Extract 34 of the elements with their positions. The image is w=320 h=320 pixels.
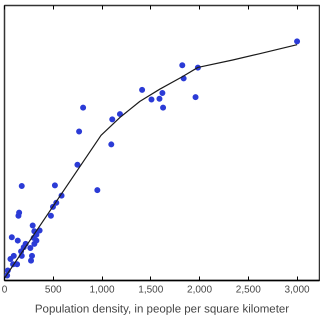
point [179, 62, 186, 68]
point [8, 234, 15, 240]
point [94, 187, 100, 194]
point [159, 90, 166, 96]
point [109, 116, 116, 122]
point [294, 38, 300, 44]
x-tick-label: 0 [2, 284, 8, 296]
point [27, 244, 34, 251]
point [28, 258, 34, 264]
point [31, 240, 38, 247]
x-tick-label: 500 [44, 284, 62, 296]
point [80, 104, 86, 111]
point [139, 86, 146, 93]
point [48, 212, 54, 219]
point [160, 104, 166, 111]
point [18, 183, 25, 190]
x-tick-label: 3,000 [284, 284, 310, 296]
point [14, 238, 21, 244]
x-tick-label: 2,000 [187, 284, 212, 296]
point [52, 182, 58, 188]
x-tick-label: 2,500 [236, 284, 262, 296]
point [74, 162, 80, 168]
x-axis-title: Population density, in people per square kilometer [34, 304, 290, 316]
point [192, 94, 199, 100]
point [116, 111, 123, 118]
point [148, 96, 154, 102]
point [29, 252, 35, 259]
point [7, 256, 14, 262]
point [76, 128, 82, 135]
point [30, 222, 36, 228]
point [156, 96, 162, 102]
x-tick-label: 1,000 [90, 284, 115, 296]
point [108, 141, 114, 148]
x-tick-label: 1,500 [138, 284, 164, 296]
